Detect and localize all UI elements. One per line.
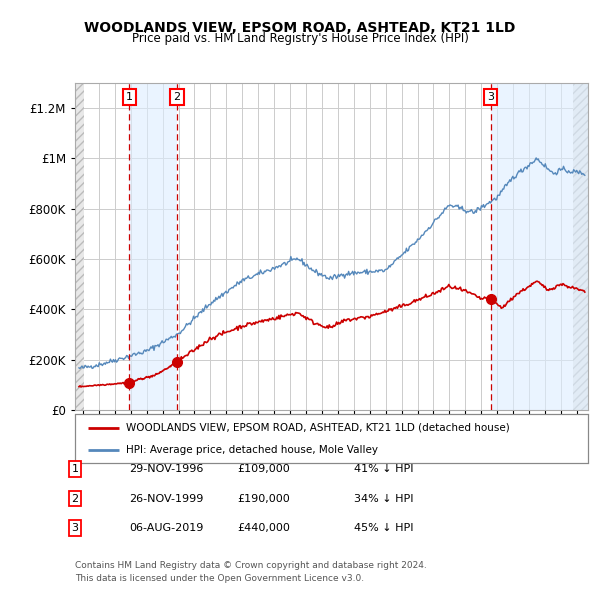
Text: Price paid vs. HM Land Registry's House Price Index (HPI): Price paid vs. HM Land Registry's House … xyxy=(131,32,469,45)
Text: 1: 1 xyxy=(71,464,79,474)
Text: 2: 2 xyxy=(71,494,79,503)
Text: 2: 2 xyxy=(173,93,181,102)
Text: 3: 3 xyxy=(71,523,79,533)
Text: 06-AUG-2019: 06-AUG-2019 xyxy=(129,523,203,533)
Text: 41% ↓ HPI: 41% ↓ HPI xyxy=(354,464,413,474)
Bar xyxy=(573,83,588,410)
Text: £109,000: £109,000 xyxy=(237,464,290,474)
Text: HPI: Average price, detached house, Mole Valley: HPI: Average price, detached house, Mole… xyxy=(127,445,379,455)
Bar xyxy=(130,83,177,410)
Bar xyxy=(491,83,588,410)
Text: £440,000: £440,000 xyxy=(237,523,290,533)
Text: 34% ↓ HPI: 34% ↓ HPI xyxy=(354,494,413,503)
Text: £190,000: £190,000 xyxy=(237,494,290,503)
Text: WOODLANDS VIEW, EPSOM ROAD, ASHTEAD, KT21 1LD: WOODLANDS VIEW, EPSOM ROAD, ASHTEAD, KT2… xyxy=(85,21,515,35)
Text: Contains HM Land Registry data © Crown copyright and database right 2024.
This d: Contains HM Land Registry data © Crown c… xyxy=(75,562,427,583)
Text: WOODLANDS VIEW, EPSOM ROAD, ASHTEAD, KT21 1LD (detached house): WOODLANDS VIEW, EPSOM ROAD, ASHTEAD, KT2… xyxy=(127,423,510,433)
Text: 3: 3 xyxy=(487,93,494,102)
Text: 1: 1 xyxy=(126,93,133,102)
Text: 45% ↓ HPI: 45% ↓ HPI xyxy=(354,523,413,533)
Bar xyxy=(75,83,84,410)
Text: 26-NOV-1999: 26-NOV-1999 xyxy=(129,494,203,503)
Text: 29-NOV-1996: 29-NOV-1996 xyxy=(129,464,203,474)
